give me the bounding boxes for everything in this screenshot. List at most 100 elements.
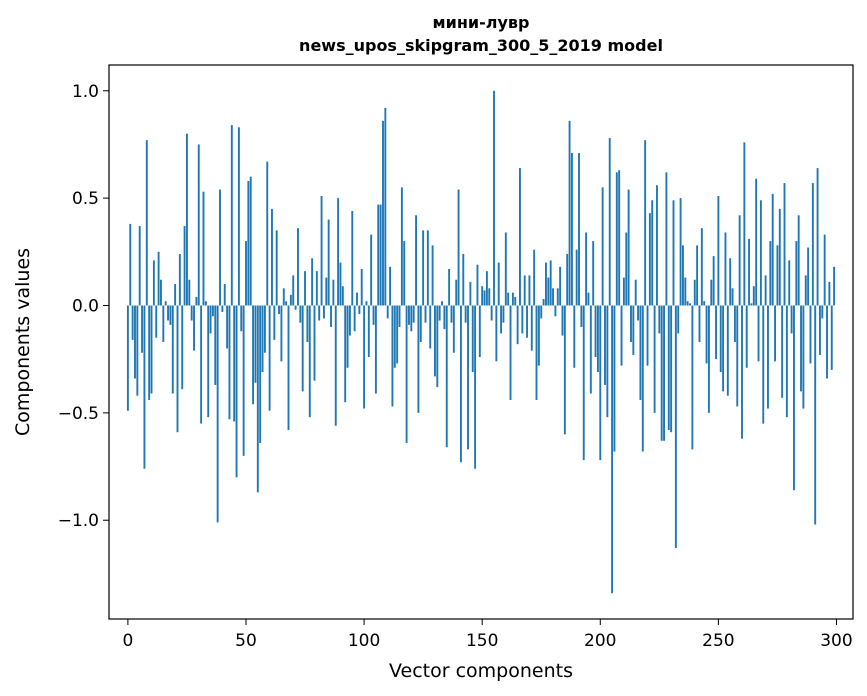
bar-242 — [698, 305, 701, 342]
bar-129 — [431, 245, 434, 306]
bar-74 — [301, 305, 304, 392]
bar-163 — [511, 292, 514, 306]
bar-153 — [488, 288, 491, 306]
bar-222 — [651, 200, 654, 306]
bar-15 — [162, 305, 165, 342]
bar-139 — [455, 279, 458, 306]
bar-298 — [830, 305, 833, 370]
bar-172 — [533, 249, 536, 306]
x-axis-label: Vector components — [389, 660, 573, 682]
bar-164 — [514, 296, 517, 306]
bar-66 — [282, 288, 285, 306]
bar-64 — [278, 305, 280, 315]
bar-126 — [424, 305, 427, 323]
bar-93 — [346, 305, 349, 368]
bar-96 — [353, 305, 356, 332]
bar-8 — [145, 140, 148, 306]
bar-156 — [495, 305, 498, 362]
bar-189 — [573, 305, 576, 368]
bar-151 — [483, 290, 486, 306]
bar-250 — [717, 195, 720, 306]
bar-23 — [181, 305, 184, 390]
bar-207 — [615, 172, 618, 306]
bar-83 — [322, 305, 325, 319]
bar-281 — [790, 305, 793, 334]
bar-63 — [275, 230, 278, 306]
bar-165 — [516, 305, 519, 345]
bar-277 — [781, 305, 784, 398]
bar-266 — [755, 178, 758, 306]
bar-77 — [308, 305, 311, 418]
bar-56 — [259, 305, 262, 443]
bar-34 — [207, 305, 210, 418]
bar-44 — [230, 125, 233, 306]
bar-118 — [405, 305, 408, 443]
bar-271 — [767, 305, 769, 409]
y-tick-label: 1.0 — [72, 82, 99, 102]
bar-214 — [632, 305, 635, 355]
bar-204 — [608, 138, 611, 306]
bar-110 — [386, 305, 389, 319]
bar-141 — [459, 305, 462, 463]
bar-201 — [601, 187, 604, 306]
bar-75 — [304, 271, 306, 306]
bar-143 — [464, 305, 467, 323]
bar-134 — [443, 305, 446, 330]
bar-199 — [596, 305, 599, 373]
chart-subtitle: news_upos_skipgram_300_5_2019 model — [299, 36, 663, 55]
bar-45 — [233, 305, 236, 422]
bar-19 — [171, 305, 174, 394]
bar-72 — [297, 228, 299, 306]
bar-73 — [299, 305, 302, 323]
bar-9 — [148, 305, 151, 400]
bar-113 — [393, 305, 396, 368]
bar-283 — [795, 241, 798, 306]
bar-92 — [344, 305, 347, 403]
bar-16 — [164, 301, 167, 306]
bar-154 — [490, 305, 493, 321]
bar-97 — [356, 292, 358, 306]
bar-225 — [658, 305, 661, 334]
bar-32 — [202, 191, 205, 306]
bar-179 — [549, 260, 552, 306]
bar-291 — [814, 305, 817, 525]
bar-68 — [287, 305, 290, 431]
bar-192 — [580, 305, 583, 327]
bar-59 — [266, 161, 269, 306]
bar-203 — [606, 305, 609, 418]
bar-152 — [485, 271, 488, 306]
bar-229 — [667, 305, 670, 431]
bar-285 — [800, 305, 802, 392]
bar-215 — [634, 279, 637, 306]
bar-58 — [263, 305, 266, 353]
bar-102 — [367, 305, 370, 358]
bar-169 — [526, 305, 528, 338]
bar-57 — [261, 305, 264, 373]
bar-224 — [656, 185, 658, 306]
bar-47 — [237, 127, 240, 306]
bar-35 — [209, 305, 212, 334]
bar-90 — [339, 262, 342, 306]
bar-46 — [235, 305, 238, 478]
bar-21 — [176, 305, 179, 433]
bar-284 — [797, 215, 800, 306]
bar-183 — [559, 266, 562, 306]
bar-177 — [545, 262, 547, 306]
bar-272 — [769, 241, 772, 306]
bar-276 — [778, 208, 781, 306]
bar-12 — [155, 305, 158, 338]
bar-27 — [190, 305, 193, 321]
bars-group — [126, 90, 836, 594]
bar-149 — [478, 305, 481, 358]
bar-41 — [223, 284, 226, 306]
bar-6 — [141, 305, 144, 353]
bar-98 — [358, 305, 361, 315]
bar-282 — [793, 305, 795, 491]
bar-10 — [150, 305, 153, 394]
bar-293 — [818, 305, 821, 355]
bar-295 — [823, 234, 826, 306]
bar-221 — [648, 213, 651, 306]
bar-119 — [408, 305, 410, 325]
bar-144 — [467, 305, 469, 450]
